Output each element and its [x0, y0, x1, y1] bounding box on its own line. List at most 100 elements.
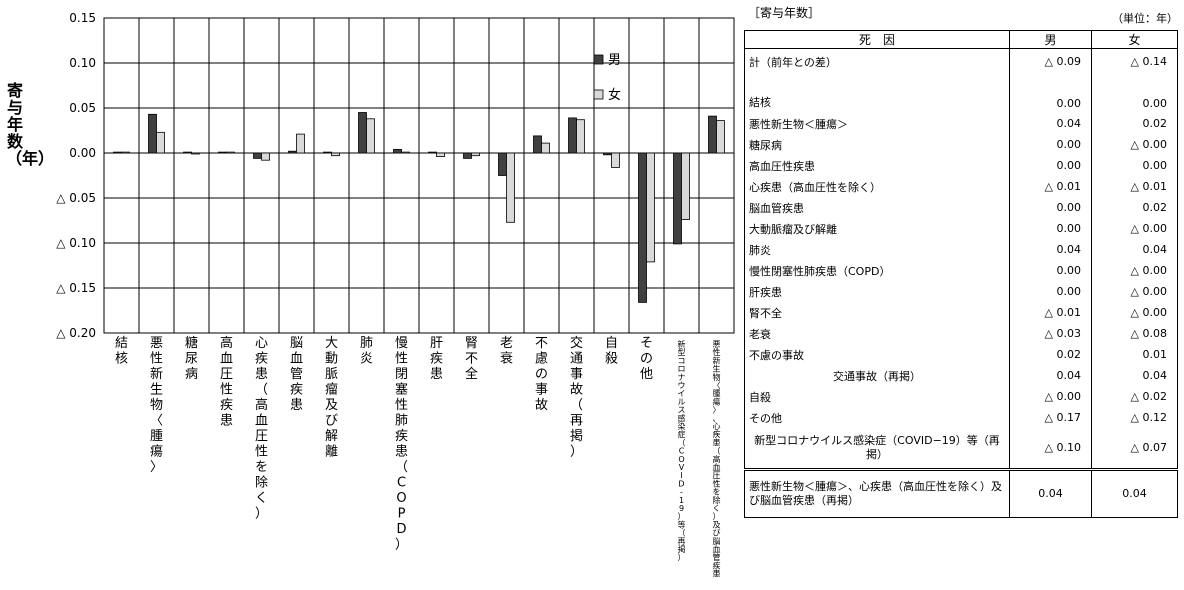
- bar-female: [191, 152, 200, 155]
- table-row: 不慮の事故 0.02 0.01: [744, 344, 1178, 365]
- x-category-label: 悪性新生物〈腫瘍〉: [150, 336, 163, 475]
- male-value: △ 0.01: [1009, 302, 1092, 323]
- y-tick-labels: 0.15 0.10 0.05 0.00 △ 0.05 △ 0.10 △ 0.15 △ 0.20: [56, 11, 96, 340]
- male-value: 0.00: [1009, 134, 1092, 155]
- male-value: 0.00: [1009, 260, 1092, 281]
- table-row: 結核 0.00 0.00: [744, 74, 1178, 113]
- table-row: その他 △ 0.17 △ 0.12: [744, 407, 1178, 428]
- legend-swatch: [593, 89, 604, 100]
- x-category-label: その他: [640, 336, 653, 382]
- bar-female: [506, 152, 515, 223]
- male-value: 0.04: [1009, 239, 1092, 260]
- female-value: △ 0.08: [1091, 323, 1178, 344]
- male-value: 0.00: [1009, 218, 1092, 239]
- male-value: △ 0.17: [1009, 407, 1092, 428]
- legend-label: 女: [608, 87, 621, 103]
- bar-female: [646, 152, 655, 263]
- table-row: 肝疾患 0.00 △ 0.00: [744, 281, 1178, 302]
- table-header-row: 死 因 男 女: [744, 30, 1178, 49]
- cause-name: その他: [744, 407, 1010, 428]
- cause-name: 新型コロナウイルス感染症（COVID−19）等（再掲）: [744, 428, 1010, 470]
- female-value: 0.02: [1091, 197, 1178, 218]
- cause-name: 糖尿病: [744, 134, 1010, 155]
- cause-name: 自殺: [744, 386, 1010, 407]
- table-row: 糖尿病 0.00 △ 0.00: [744, 134, 1178, 155]
- cause-name: 交通事故（再掲）: [744, 365, 1010, 386]
- bar-female: [436, 152, 445, 157]
- female-value: 0.04: [1091, 365, 1178, 386]
- x-category-label: 悪性新生物〈腫瘍〉、心疾患（高血圧性を除く）及び脳血管疾患: [713, 340, 721, 579]
- table-row: 脳血管疾患 0.00 0.02: [744, 197, 1178, 218]
- bar-female: [541, 142, 550, 154]
- bar-female: [296, 133, 305, 154]
- bar-female: [121, 151, 130, 154]
- bar-female: [331, 152, 340, 157]
- gridlines: [103, 17, 735, 334]
- cause-name: 悪性新生物＜腫瘍＞: [744, 113, 1010, 134]
- table-title: ［寄与年数］: [748, 6, 821, 20]
- male-value: 0.04: [1009, 365, 1092, 386]
- x-category-label: 新型コロナウイルス感染症（ C O V I D -1 9 ）等（再掲）: [678, 339, 686, 562]
- table-row: 自殺 △ 0.00 △ 0.02: [744, 386, 1178, 407]
- bar-female: [611, 152, 620, 168]
- bar-male: [288, 150, 297, 154]
- header-female: 女: [1091, 30, 1178, 49]
- legend-swatch: [593, 54, 604, 65]
- x-category-label: 肝疾患: [430, 336, 443, 382]
- legend-label: 男: [608, 53, 621, 68]
- y-tick-label: 0.15: [69, 11, 96, 25]
- contribution-table: 死 因 男 女 計（前年との差） △ 0.09 △ 0.14 結核 0.00 0.00 …: [744, 30, 1178, 518]
- table-row: 新型コロナウイルス感染症（COVID−19）等（再掲） △ 0.10 △ 0.07: [744, 428, 1178, 470]
- bar-male: [463, 152, 472, 159]
- bar-male: [148, 113, 157, 154]
- bar-female: [576, 119, 585, 154]
- bar-male: [113, 151, 122, 154]
- bar-female: [156, 131, 165, 154]
- x-category-labels: 結核 悪性新生物〈腫瘍〉 糖尿病 高血圧性疾患 心疾患（高血圧性を除く） 脳血管疾患 大動脈…: [115, 335, 721, 579]
- male-value: △ 0.01: [1009, 176, 1092, 197]
- bar-female: [681, 152, 690, 220]
- y-tick-label: △ 0.10: [56, 236, 96, 250]
- female-value: △ 0.14: [1091, 48, 1178, 74]
- female-value: △ 0.00: [1091, 134, 1178, 155]
- cause-name: 不慮の事故: [744, 344, 1010, 365]
- bars: [113, 112, 725, 303]
- x-category-label: 慢性閉塞性肺疾患（ C O P D）: [395, 335, 408, 553]
- table-row: 老衰 △ 0.03 △ 0.08: [744, 323, 1178, 344]
- female-value: △ 0.00: [1091, 218, 1178, 239]
- male-value: 0.00: [1009, 155, 1092, 176]
- y-tick-label: 0.10: [69, 56, 96, 70]
- x-category-label: 脳血管疾患: [290, 336, 303, 413]
- male-value: 0.04: [1009, 468, 1092, 518]
- male-value: △ 0.03: [1009, 323, 1092, 344]
- table-row: 肺炎 0.04 0.04: [744, 239, 1178, 260]
- female-value: △ 0.12: [1091, 407, 1178, 428]
- bar-male: [638, 152, 647, 303]
- female-value: △ 0.01: [1091, 176, 1178, 197]
- legend: 男女: [593, 53, 621, 103]
- bar-female: [261, 152, 270, 161]
- cause-name: 悪性新生物＜腫瘍＞、心疾患（高血圧性を除く）及び脳血管疾患（再掲）: [744, 468, 1010, 518]
- x-category-label: 高血圧性疾患: [220, 335, 233, 429]
- male-value: 0.02: [1009, 344, 1092, 365]
- x-category-label: 大動脈瘤及び解離: [325, 336, 338, 460]
- table-row: 交通事故（再掲） 0.04 0.04: [744, 365, 1178, 386]
- bar-female: [716, 120, 725, 154]
- cause-name: 腎不全: [744, 302, 1010, 323]
- x-category-label: 心疾患（高血圧性を除く）: [255, 336, 268, 522]
- table-row: 慢性閉塞性肺疾患（COPD） 0.00 △ 0.00: [744, 260, 1178, 281]
- cause-name: 慢性閉塞性肺疾患（COPD）: [744, 260, 1010, 281]
- male-value: 0.00: [1009, 74, 1092, 113]
- male-value: 0.04: [1009, 113, 1092, 134]
- bar-female: [226, 151, 235, 154]
- y-tick-label: △ 0.20: [56, 326, 96, 340]
- male-value: 0.00: [1009, 197, 1092, 218]
- y-tick-label: △ 0.05: [56, 191, 96, 205]
- female-value: △ 0.07: [1091, 428, 1178, 470]
- cause-name: 大動脈瘤及び解離: [744, 218, 1010, 239]
- cause-name: 計（前年との差）: [744, 48, 1010, 74]
- x-category-label: 結核: [115, 336, 128, 367]
- female-value: 0.02: [1091, 113, 1178, 134]
- bar-male: [673, 152, 682, 245]
- x-category-label: 不慮の事故: [535, 336, 548, 413]
